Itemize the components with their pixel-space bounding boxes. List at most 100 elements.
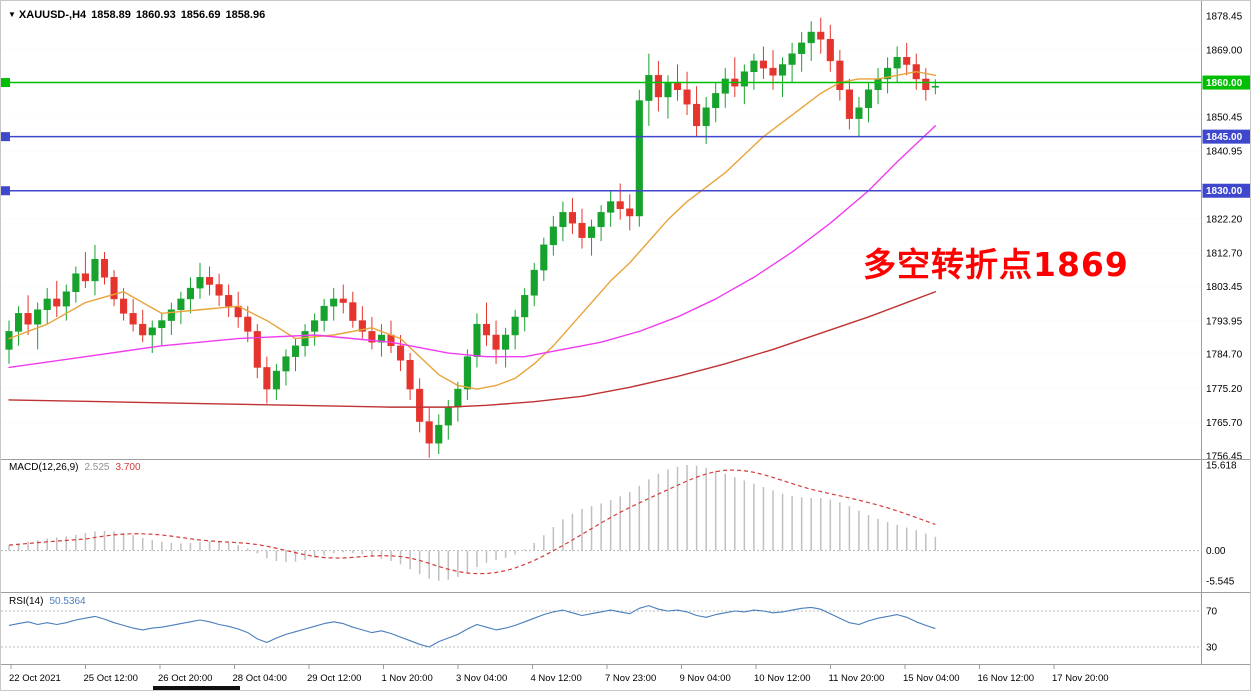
candle-body [148,327,156,336]
candle [807,21,815,61]
candle [167,302,175,335]
time-label: 15 Nov 04:00 [903,673,960,684]
candle-body [120,298,128,314]
candle-body [463,356,471,390]
candle [444,399,452,440]
candle-body [129,313,137,325]
rsi-name: RSI(14) [9,596,44,607]
candle [740,64,748,105]
symbol-period-label: XAUUSD-,H4 [18,9,87,21]
candle [196,262,204,299]
moving-averages-layer [8,71,937,408]
candle-body [397,345,405,361]
candle [626,194,634,231]
candle [616,183,624,220]
candle-body [664,82,672,98]
rsi-panel[interactable]: 70 30 [1,605,1218,654]
candle-body [502,334,510,350]
candle [530,262,538,307]
candle [492,320,500,364]
macd-signal-value: 3.700 [115,462,141,473]
candle-body [358,320,366,332]
macd-signal-line [8,469,936,575]
time-label: 10 Nov 12:00 [754,673,811,684]
candle [826,24,834,72]
time-label: 26 Oct 20:00 [158,673,212,684]
candle [931,79,939,95]
candle-body [158,320,166,329]
ma-fast-line [8,71,937,390]
candle [349,291,357,328]
candle [884,57,892,94]
candle [272,363,280,400]
candle-body [330,298,338,307]
candle-body [244,316,252,332]
candle [425,407,433,458]
candle-body [779,64,787,76]
macd-name: MACD(12,26,9) [9,462,79,473]
macd-panel[interactable]: 15.618 0.00 -5.545 [1,461,1237,588]
candle [482,302,491,346]
candle [731,57,739,97]
candle-body [225,295,233,307]
hline-left-chip [1,78,10,88]
price-tick-label: 1775.20 [1206,384,1243,395]
candle-body [654,75,662,98]
candle-body [492,334,500,350]
candle [836,50,844,101]
candle [368,316,376,350]
symbol-dropdown-icon[interactable]: ▼ [8,10,16,19]
time-axis-labels[interactable]: 22 Oct 2021 25 Oct 12:00 26 Oct 20:00 28 Oc… [9,665,1109,684]
candle [521,288,529,332]
candle-body [454,388,462,408]
time-label: 16 Nov 12:00 [978,673,1035,684]
time-label: 28 Oct 04:00 [233,673,287,684]
time-label: 4 Nov 12:00 [531,673,582,684]
price-tick-label: 1869.00 [1206,46,1243,57]
candle-body [5,331,13,350]
candle-body [62,291,70,307]
price-chip-label: 1845.00 [1206,132,1243,143]
candle-body [186,287,194,300]
time-label: 9 Nov 04:00 [680,673,731,684]
bottom-dark-strip [153,686,240,690]
candle [206,266,214,296]
candle-body [759,60,768,69]
price-axis-labels[interactable]: 1860.00 1845.00 1830.00 1878.45 1869.00 1850.… [1202,12,1251,463]
candle-body [196,277,204,289]
price-tick-label: 1793.95 [1206,316,1243,327]
candle [339,284,347,314]
candle-body [798,42,806,54]
candle [568,197,577,235]
candle-body [874,78,882,91]
candle-body [377,334,385,343]
candle-body [616,201,624,210]
candle-body [339,298,347,303]
candle-body [349,302,357,321]
candle-body [540,244,548,271]
candle-body [406,359,414,390]
candle [120,288,128,321]
candle-body [282,356,290,372]
candle [5,320,13,364]
hline-left-chip [1,132,10,142]
candle-body [43,298,51,311]
candle-body [826,39,834,62]
candle-body [263,367,271,390]
candle [454,381,462,422]
candle [291,338,300,372]
candle-body [817,31,825,40]
candle-body [473,323,481,357]
candle [693,86,701,137]
candle [177,291,185,325]
candle-body [597,212,605,228]
candle [406,353,414,400]
candle-body [206,277,214,285]
candle [864,82,873,123]
candle-body [110,277,118,300]
candle-body [100,259,109,278]
candle [435,414,443,455]
candle [91,244,99,296]
quote-bar: ▼ XAUUSD-,H4 1858.89 1860.93 1856.69 1858.96 [8,9,270,21]
